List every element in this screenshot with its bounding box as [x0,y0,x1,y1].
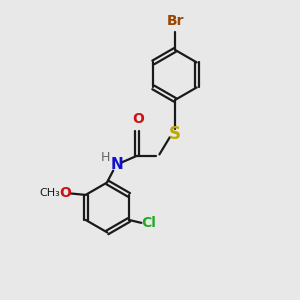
Text: H: H [101,152,110,164]
Text: Br: Br [166,14,184,28]
Text: S: S [169,125,181,143]
Text: Cl: Cl [142,216,156,230]
Text: N: N [111,157,123,172]
Text: O: O [132,112,144,126]
Text: O: O [59,186,71,200]
Text: CH₃: CH₃ [39,188,60,198]
